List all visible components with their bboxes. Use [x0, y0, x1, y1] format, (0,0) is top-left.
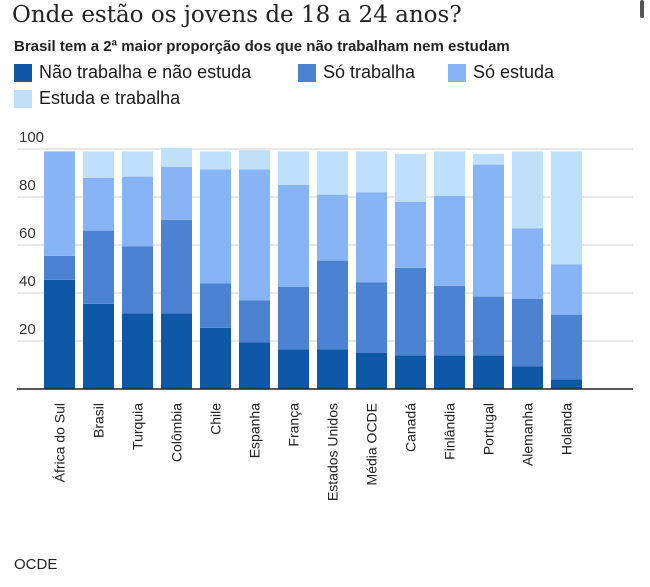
source-note: OCDE: [14, 556, 58, 573]
bar-segment: [239, 300, 270, 343]
bar-segment: [83, 151, 114, 178]
x-tick-label: Estados Unidos: [325, 403, 341, 501]
bar-segment: [122, 246, 153, 314]
bar-segment: [473, 164, 504, 297]
bar-segment: [317, 260, 348, 350]
bar-segment: [434, 285, 465, 356]
bar-segment: [161, 167, 192, 220]
scrollbar[interactable]: [640, 0, 644, 18]
bar-segment: [551, 379, 582, 389]
bar-segment: [512, 299, 543, 367]
bar-segment: [278, 185, 309, 287]
bar-segment: [161, 219, 192, 314]
bar-segment: [200, 327, 231, 389]
legend-label-nem-nem: Não trabalha e não estuda: [39, 62, 252, 82]
bar-segment: [239, 150, 270, 170]
bar-segment: [473, 153, 504, 165]
bar-segment: [200, 151, 231, 170]
bar-segment: [200, 169, 231, 284]
x-tick-label: Canadá: [403, 403, 419, 452]
x-tick-label: Colômbia: [169, 403, 185, 462]
bar-segment: [83, 230, 114, 304]
bar-segment: [278, 287, 309, 350]
bar-segment: [512, 151, 543, 229]
bar-segment: [317, 349, 348, 389]
bar-segment: [395, 153, 426, 202]
legend-item-nem-nem: Não trabalha e não estuda: [14, 62, 251, 83]
legend-swatch-estuda-trabalha: [14, 89, 32, 108]
legend-item-so-trabalha: Só trabalha: [298, 62, 415, 83]
x-tick-label: Chile: [208, 403, 224, 435]
legend-item-so-estuda: Só estuda: [448, 62, 554, 83]
x-tick-label: África do Sul: [52, 403, 68, 482]
x-tick-label: Holanda: [559, 403, 575, 455]
bar-segment: [434, 151, 465, 196]
y-tick-label-80: 80: [19, 177, 36, 194]
bar-segment: [551, 264, 582, 315]
x-tick-label: França: [286, 403, 302, 447]
bar-segment: [434, 355, 465, 389]
bar-segment: [161, 147, 192, 167]
bar-segment: [44, 279, 75, 389]
bar-segment: [356, 282, 387, 353]
bar-segment: [278, 349, 309, 389]
bar-segment: [122, 176, 153, 247]
y-tick-label-60: 60: [19, 225, 36, 242]
x-tick-label: Portugal: [481, 403, 497, 455]
bar-segment: [356, 353, 387, 389]
y-tick-label-20: 20: [19, 321, 36, 338]
x-tick-label: Finlândia: [442, 403, 458, 460]
bar-segment: [356, 192, 387, 283]
legend-label-so-trabalha: Só trabalha: [323, 62, 416, 82]
bar-segment: [512, 366, 543, 389]
x-tick-label: Espanha: [247, 403, 263, 458]
bar-segment: [512, 228, 543, 299]
legend-label-so-estuda: Só estuda: [473, 62, 555, 82]
bar-segment: [551, 151, 582, 265]
bar-segment: [356, 151, 387, 193]
bar-segment: [83, 303, 114, 389]
legend-label-estuda-trabalha: Estuda e trabalha: [39, 88, 181, 108]
bar-segment: [395, 267, 426, 356]
legend-swatch-so-estuda: [448, 63, 466, 82]
bar-segment: [395, 201, 426, 268]
bar-segment: [122, 313, 153, 389]
x-tick-label: Brasil: [91, 403, 107, 438]
legend-swatch-so-trabalha: [298, 63, 316, 82]
bar-segment: [44, 151, 75, 256]
bar-segment: [239, 342, 270, 389]
legend-item-estuda-trabalha: Estuda e trabalha: [14, 88, 180, 109]
bar-segment: [473, 296, 504, 356]
bar-segment: [317, 151, 348, 195]
chart-subtitle: Brasil tem a 2ª maior proporção dos que …: [14, 38, 510, 55]
bar-segment: [278, 151, 309, 185]
bar-segment: [434, 195, 465, 286]
y-tick-label-40: 40: [19, 273, 36, 290]
legend-swatch-nem-nem: [14, 63, 32, 82]
bar-segment: [83, 177, 114, 231]
y-tick-label-100: 100: [19, 129, 44, 146]
x-tick-label: Turquia: [130, 403, 146, 450]
bar-segment: [200, 283, 231, 328]
bar-segment: [473, 355, 504, 389]
chart-title: Onde estão os jovens de 18 a 24 anos?: [12, 2, 462, 28]
bar-segment: [395, 355, 426, 389]
x-tick-label: Alemanha: [520, 403, 536, 466]
bar-segment: [161, 313, 192, 389]
bar-segment: [551, 314, 582, 380]
bar-segment: [239, 169, 270, 301]
bar-segment: [44, 255, 75, 280]
bar-segment: [317, 194, 348, 261]
x-tick-label: Média OCDE: [364, 403, 380, 485]
bar-segment: [122, 151, 153, 177]
